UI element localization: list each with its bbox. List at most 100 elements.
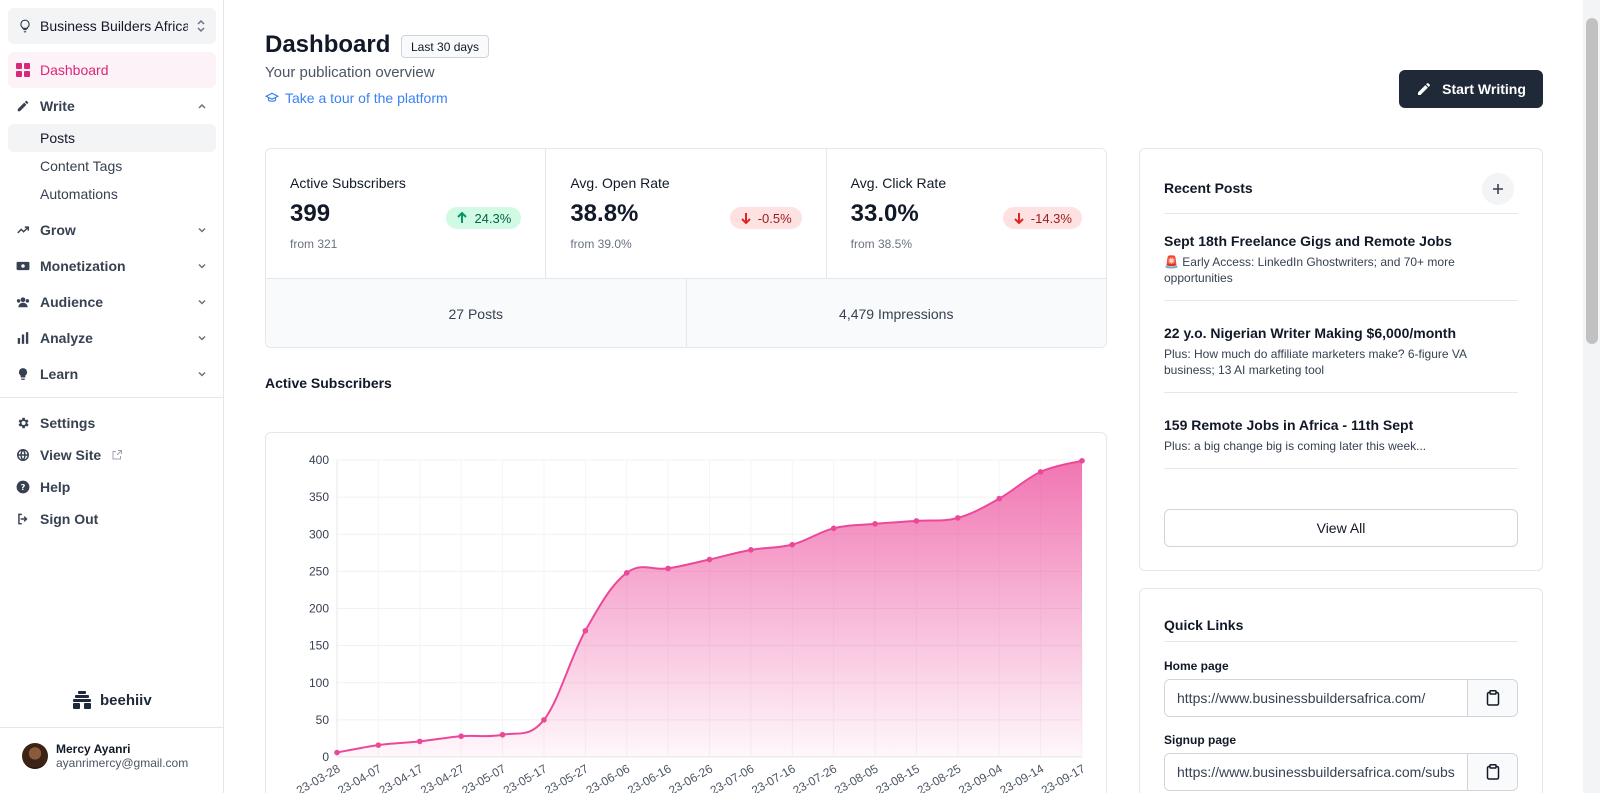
data-point	[665, 565, 671, 572]
chevron-up-icon	[198, 103, 206, 109]
x-tick-label: 23-06-26	[666, 761, 715, 793]
data-point	[872, 521, 878, 527]
signup-page-url-input[interactable]	[1165, 754, 1467, 790]
brand-logo: beehiiv	[72, 690, 152, 710]
x-tick-label: 23-04-17	[377, 761, 426, 793]
copy-signup-url-button[interactable]	[1467, 754, 1517, 790]
page-scrollbar[interactable]	[1583, 0, 1600, 793]
page-title: Dashboard	[265, 31, 391, 58]
scrollbar-thumb[interactable]	[1586, 18, 1598, 344]
data-point	[541, 717, 547, 723]
user-email: ayanrimercy@gmail.com	[56, 756, 189, 770]
recent-post-item[interactable]: Sept 18th Freelance Gigs and Remote Jobs…	[1164, 233, 1518, 286]
data-point	[1037, 469, 1044, 475]
users-icon	[16, 297, 30, 308]
x-tick-label: 23-08-05	[832, 761, 881, 793]
x-tick-label: 23-09-14	[998, 761, 1047, 793]
sidebar-item-settings[interactable]: Settings	[8, 407, 216, 439]
stat-label: Active Subscribers	[290, 175, 406, 191]
workspace-switcher[interactable]: Business Builders Africa	[8, 8, 216, 44]
sidebar-item-view-site[interactable]: View Site	[8, 439, 216, 471]
sidebar-item-label: Analyze	[40, 330, 93, 346]
chevron-down-icon	[198, 371, 206, 377]
write-submenu: Posts Content Tags Automations	[8, 124, 216, 212]
chevron-down-icon	[198, 263, 206, 269]
user-name: Mercy Ayanri	[56, 742, 131, 756]
stat-label: Avg. Click Rate	[850, 175, 947, 191]
x-tick-label: 23-09-04	[956, 761, 1005, 793]
y-tick-label: 350	[309, 490, 329, 504]
x-tick-label: 23-06-16	[625, 761, 674, 793]
sidebar-item-help[interactable]: ? Help	[8, 471, 216, 503]
stat-delta: -14.3%	[1030, 210, 1072, 226]
divider	[1164, 468, 1518, 469]
recent-post-item[interactable]: 159 Remote Jobs in Africa - 11th Sept Pl…	[1164, 417, 1518, 454]
tour-link[interactable]: Take a tour of the platform	[265, 90, 448, 106]
beehive-icon	[73, 691, 91, 709]
period-badge[interactable]: Last 30 days	[401, 35, 490, 58]
stat-label: Avg. Open Rate	[570, 175, 670, 191]
home-page-url-input[interactable]	[1165, 680, 1467, 716]
tour-link-label: Take a tour of the platform	[285, 90, 448, 106]
sidebar-subitem-posts[interactable]: Posts	[8, 124, 216, 152]
data-point	[334, 749, 340, 756]
gear-icon	[18, 417, 29, 429]
sidebar: Business Builders Africa Dashboard Write…	[0, 0, 224, 793]
x-tick-label: 23-04-27	[418, 761, 467, 793]
sidebar-item-learn[interactable]: Learn	[8, 356, 216, 392]
signup-page-field	[1164, 753, 1518, 791]
copy-home-url-button[interactable]	[1467, 680, 1517, 716]
y-tick-label: 50	[316, 713, 330, 727]
quick-links-card: Quick Links Home page Signup page	[1139, 588, 1543, 793]
sidebar-item-label: Learn	[40, 366, 79, 382]
x-tick-label: 23-08-25	[915, 761, 964, 793]
user-divider	[0, 727, 224, 728]
sidebar-item-label: Monetization	[40, 258, 126, 274]
svg-text:?: ?	[21, 482, 26, 492]
add-post-button[interactable]	[1482, 173, 1514, 205]
sidebar-item-label: Help	[40, 479, 71, 495]
data-point	[375, 742, 382, 748]
plus-icon	[1493, 184, 1503, 194]
sidebar-item-audience[interactable]: Audience	[8, 284, 216, 320]
divider	[1164, 213, 1518, 214]
sign-out-icon	[18, 513, 28, 525]
data-point	[996, 495, 1003, 502]
home-page-field	[1164, 679, 1518, 717]
brand-name: beehiiv	[100, 691, 152, 709]
sidebar-item-dashboard[interactable]: Dashboard	[8, 52, 216, 88]
globe-icon	[17, 449, 29, 461]
view-all-button[interactable]: View All	[1164, 509, 1518, 547]
arrow-up-icon	[457, 212, 468, 223]
user-profile[interactable]: Mercy Ayanri ayanrimercy@gmail.com	[22, 742, 188, 770]
sidebar-nav: Dashboard Write Posts Content Tags Autom…	[8, 52, 216, 392]
divider	[1164, 300, 1518, 301]
subscribers-chart-card: 0 50 100 150 200 250 300 350 400 23-03-28 23-04-0…	[265, 432, 1107, 793]
clipboard-icon	[1486, 690, 1499, 706]
page-subtitle: Your publication overview	[265, 64, 435, 81]
bar-chart-icon	[17, 332, 29, 344]
sidebar-item-grow[interactable]: Grow	[8, 212, 216, 248]
sidebar-item-monetization[interactable]: Monetization	[8, 248, 216, 284]
recent-post-item[interactable]: 22 y.o. Nigerian Writer Making $6,000/mo…	[1164, 325, 1518, 378]
sidebar-item-write[interactable]: Write	[8, 88, 216, 124]
stat-value: 33.0%	[850, 200, 919, 227]
x-tick-label: 23-07-26	[791, 761, 840, 793]
y-tick-label: 150	[309, 639, 329, 653]
graduation-cap-icon	[265, 92, 279, 102]
sidebar-item-label: Dashboard	[40, 62, 109, 78]
x-tick-label: 23-05-07	[459, 761, 508, 793]
sidebar-item-sign-out[interactable]: Sign Out	[8, 503, 216, 535]
recent-posts-card: Recent Posts Sept 18th Freelance Gigs an…	[1139, 148, 1543, 571]
divider	[1164, 392, 1518, 393]
sidebar-item-analyze[interactable]: Analyze	[8, 320, 216, 356]
sidebar-subitem-content-tags[interactable]: Content Tags	[40, 158, 123, 174]
start-writing-button[interactable]: Start Writing	[1399, 70, 1543, 108]
sidebar-divider	[0, 397, 224, 398]
home-page-label: Home page	[1164, 659, 1229, 673]
y-tick-label: 400	[309, 453, 329, 467]
sidebar-subitem-automations[interactable]: Automations	[40, 186, 118, 202]
chevron-down-icon	[198, 299, 206, 305]
post-title: 159 Remote Jobs in Africa - 11th Sept	[1164, 417, 1414, 433]
stat-delta-badge: -14.3%	[1002, 207, 1082, 229]
